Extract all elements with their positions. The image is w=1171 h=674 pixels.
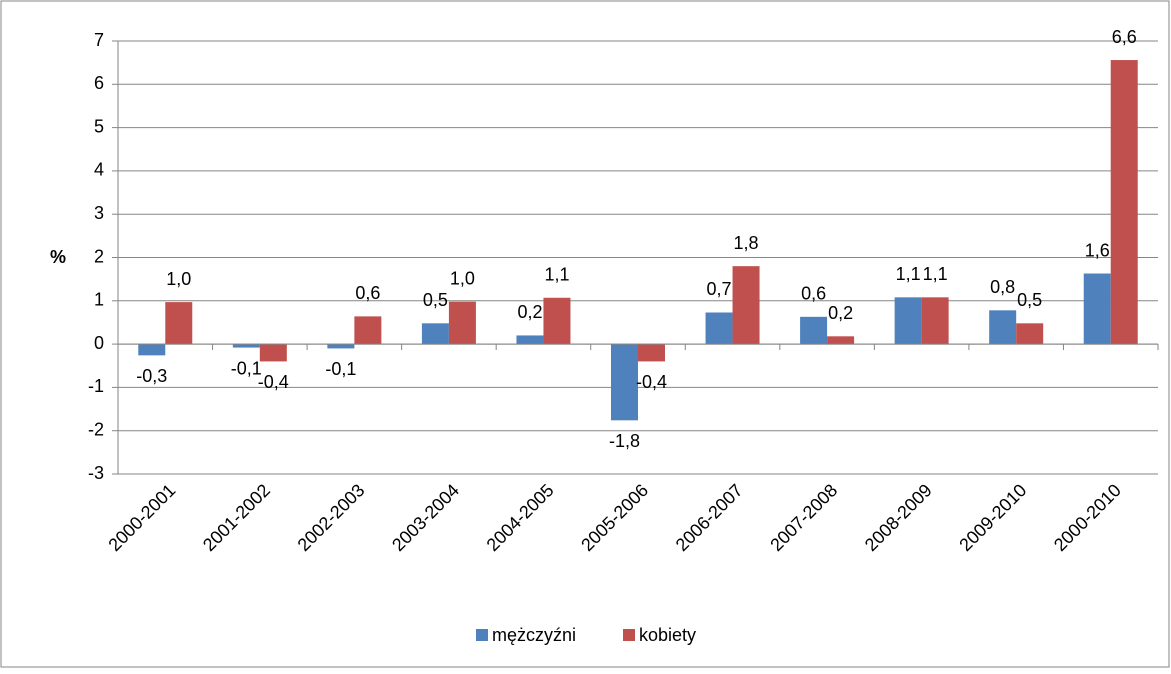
data-label: 0,5 [423,290,448,310]
data-label: -0,1 [325,359,356,379]
bar [421,323,449,345]
data-label: -0,3 [136,366,167,386]
data-label: 0,6 [801,284,826,304]
legend-label: kobiety [639,625,696,645]
y-tick-label: 3 [94,203,104,223]
data-label: 1,1 [544,265,569,285]
legend-swatch [623,629,635,641]
y-tick-label: -3 [88,463,104,483]
data-label: -0,4 [258,372,289,392]
bar [1016,323,1044,345]
y-tick-label: 6 [94,73,104,93]
data-label: 0,7 [707,279,732,299]
data-label: 1,0 [450,268,475,288]
data-label: -0,1 [231,358,262,378]
data-label: 1,6 [1085,240,1110,260]
bar [800,316,828,345]
y-tick-label: 0 [94,333,104,353]
bar [921,297,949,345]
bar [543,297,571,345]
bar [611,344,638,421]
bar [165,302,193,345]
bar [354,316,382,345]
y-tick-label: 1 [94,290,104,310]
legend-swatch [476,629,488,641]
bar [327,344,355,349]
data-label: 0,6 [355,283,380,303]
bar [138,344,166,356]
data-label: 1,1 [923,264,948,284]
bar [638,344,665,362]
bar [732,266,760,345]
data-label: 0,2 [517,302,542,322]
y-axis-label: % [50,247,66,267]
bar [989,310,1017,345]
bar [894,297,922,345]
data-label: 0,2 [828,303,853,323]
bar [448,301,476,345]
y-tick-label: 2 [94,246,104,266]
data-label: 6,6 [1112,27,1137,47]
bar [705,312,733,345]
data-label: 0,5 [1017,290,1042,310]
y-tick-label: -1 [88,376,104,396]
data-label: 0,8 [990,277,1015,297]
bar [516,335,544,345]
data-label: -1,8 [609,431,640,451]
y-tick-label: 4 [94,160,104,180]
data-label: 1,1 [896,264,921,284]
bar [259,344,287,362]
y-tick-label: -2 [88,419,104,439]
legend-label: mężczyźni [492,625,576,645]
data-label: 1,0 [166,269,191,289]
bar [232,344,260,348]
y-tick-label: 5 [94,116,104,136]
bar [827,336,855,345]
data-label: -0,4 [636,372,667,392]
bar [1110,60,1138,345]
data-label: 1,8 [734,233,759,253]
y-tick-label: 7 [94,30,104,50]
bar [1083,273,1111,345]
